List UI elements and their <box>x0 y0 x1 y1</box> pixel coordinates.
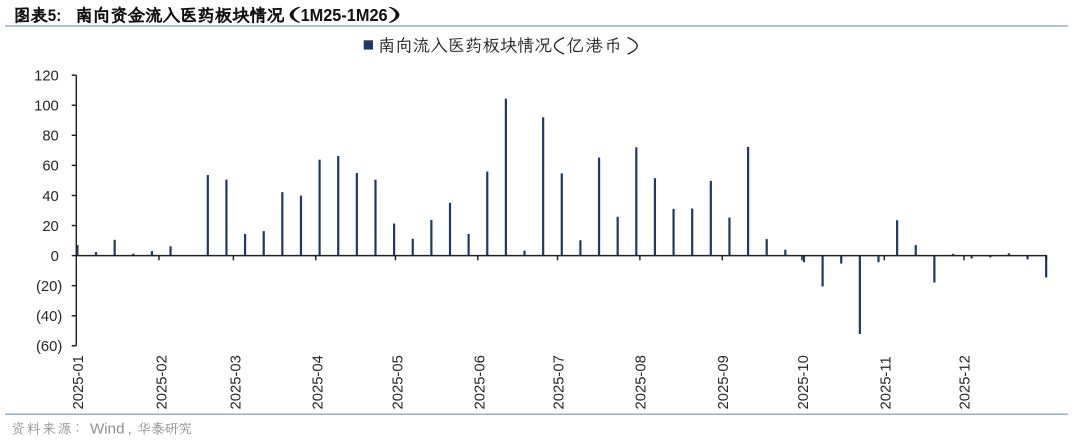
svg-text:2025-07: 2025-07 <box>552 355 568 409</box>
svg-text:2025-12: 2025-12 <box>958 355 974 409</box>
svg-text:2025-10: 2025-10 <box>796 355 812 409</box>
svg-text:20: 20 <box>42 219 58 235</box>
svg-text:(60): (60) <box>36 339 62 355</box>
svg-text:2025-05: 2025-05 <box>391 355 407 409</box>
svg-text:2025-04: 2025-04 <box>311 355 327 409</box>
svg-text:(20): (20) <box>36 279 62 295</box>
svg-text:100: 100 <box>34 99 59 115</box>
svg-text:5:: 5: <box>48 6 62 25</box>
svg-text:2025-08: 2025-08 <box>634 355 650 409</box>
svg-text:Wind: Wind <box>90 420 125 437</box>
svg-text:2025-11: 2025-11 <box>879 356 895 409</box>
svg-text:2025-03: 2025-03 <box>229 355 245 409</box>
svg-text:0: 0 <box>51 249 59 265</box>
svg-text:(40): (40) <box>36 309 62 325</box>
svg-text:2025-01: 2025-01 <box>71 355 87 409</box>
svg-text:2025-06: 2025-06 <box>473 355 489 409</box>
svg-text:1M25-1M26: 1M25-1M26 <box>301 5 388 25</box>
svg-text:2025-09: 2025-09 <box>716 355 732 409</box>
svg-text:,: , <box>128 421 132 437</box>
svg-text:120: 120 <box>34 69 59 85</box>
svg-text:80: 80 <box>42 129 58 145</box>
svg-text::: : <box>76 420 80 435</box>
svg-text:60: 60 <box>42 159 58 175</box>
svg-text:2025-02: 2025-02 <box>154 355 170 409</box>
svg-text:40: 40 <box>42 189 58 205</box>
